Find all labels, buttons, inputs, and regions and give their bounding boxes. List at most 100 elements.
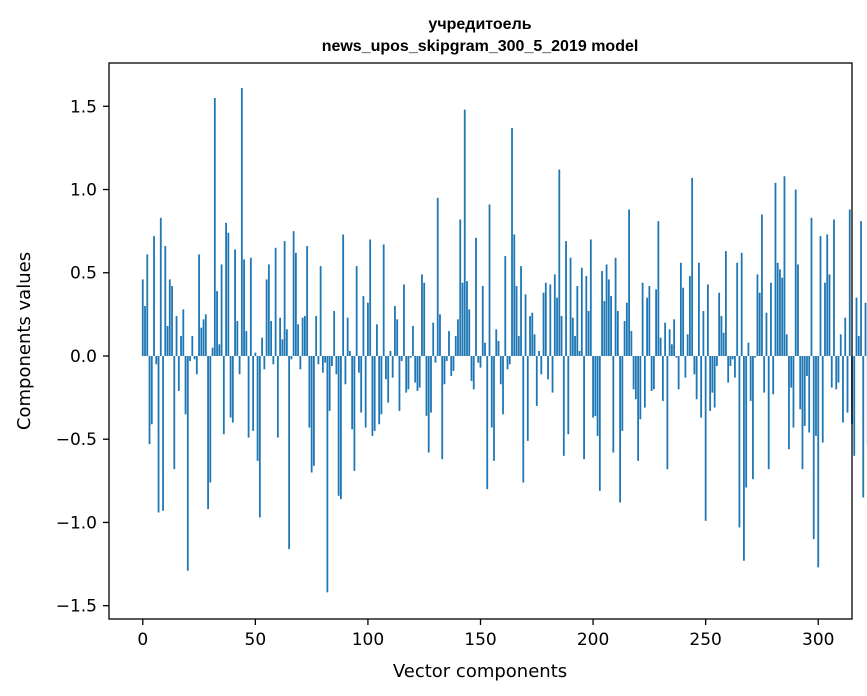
bar bbox=[583, 355, 585, 460]
bar bbox=[391, 355, 394, 378]
bar bbox=[335, 355, 338, 375]
bar bbox=[387, 355, 390, 403]
y-tick-label: 0.5 bbox=[70, 264, 97, 284]
bar bbox=[308, 355, 311, 428]
bar bbox=[450, 355, 453, 376]
bar bbox=[745, 355, 748, 488]
bar bbox=[729, 355, 732, 366]
bar bbox=[236, 321, 239, 356]
bar bbox=[198, 254, 200, 356]
bar bbox=[619, 355, 621, 503]
bar bbox=[155, 355, 158, 365]
bar bbox=[702, 311, 705, 356]
bar bbox=[743, 355, 745, 561]
bar bbox=[803, 355, 806, 426]
bar bbox=[265, 279, 268, 356]
bar bbox=[281, 339, 284, 356]
bar bbox=[403, 284, 405, 356]
bar bbox=[589, 239, 592, 356]
bar bbox=[299, 355, 302, 370]
bar bbox=[799, 355, 802, 410]
bar bbox=[436, 197, 439, 356]
bar bbox=[459, 219, 462, 356]
bar bbox=[763, 355, 766, 393]
bar bbox=[639, 355, 642, 420]
bar bbox=[738, 355, 741, 528]
bar bbox=[256, 355, 259, 461]
bar bbox=[283, 241, 286, 356]
bar bbox=[533, 334, 536, 356]
bar bbox=[310, 355, 313, 473]
x-tick-label: 100 bbox=[352, 630, 384, 650]
bar bbox=[711, 355, 714, 393]
bar bbox=[828, 274, 831, 356]
bar bbox=[452, 355, 455, 371]
bar bbox=[168, 279, 171, 356]
bar bbox=[810, 217, 813, 356]
bar bbox=[448, 331, 450, 356]
bar bbox=[297, 324, 300, 356]
bar bbox=[385, 355, 387, 380]
bar bbox=[720, 316, 723, 356]
bar bbox=[736, 262, 739, 356]
bar bbox=[493, 355, 495, 461]
bar bbox=[815, 355, 817, 436]
bar bbox=[826, 234, 829, 356]
bar bbox=[508, 355, 511, 365]
bar bbox=[650, 355, 653, 391]
bar bbox=[222, 355, 225, 435]
bar bbox=[767, 355, 770, 470]
bar bbox=[839, 334, 842, 356]
chart-title: учредитоель bbox=[428, 16, 531, 33]
bar bbox=[461, 282, 464, 356]
bar bbox=[367, 302, 369, 356]
bar bbox=[416, 355, 419, 391]
bar bbox=[227, 232, 230, 356]
bar bbox=[524, 294, 527, 356]
bar bbox=[200, 327, 203, 356]
bar bbox=[279, 317, 282, 356]
bar bbox=[544, 282, 547, 356]
bar bbox=[326, 355, 329, 593]
bar bbox=[303, 316, 306, 356]
bar bbox=[808, 355, 811, 433]
bar bbox=[396, 319, 399, 356]
bar bbox=[700, 355, 703, 418]
bar bbox=[272, 355, 275, 365]
y-tick-label: 1.5 bbox=[70, 97, 97, 117]
bar bbox=[204, 314, 207, 356]
bar bbox=[781, 277, 784, 356]
bar bbox=[565, 241, 567, 356]
bar bbox=[463, 109, 466, 356]
bar bbox=[601, 271, 603, 356]
bar bbox=[513, 234, 516, 356]
bar bbox=[247, 355, 250, 438]
y-tick-label: −0.5 bbox=[56, 430, 97, 450]
bar bbox=[328, 355, 331, 411]
bar bbox=[315, 316, 318, 356]
bar bbox=[794, 189, 797, 356]
bar bbox=[698, 262, 700, 356]
y-tick-label: 0.0 bbox=[70, 347, 97, 367]
bar bbox=[276, 355, 279, 438]
x-tick-label: 300 bbox=[802, 630, 834, 650]
bar bbox=[466, 281, 468, 356]
bar bbox=[373, 355, 376, 431]
bar bbox=[535, 355, 538, 406]
bar bbox=[353, 355, 356, 471]
bar bbox=[693, 355, 696, 375]
bar bbox=[668, 329, 671, 356]
bar bbox=[603, 301, 606, 356]
bar bbox=[484, 342, 486, 356]
bar bbox=[171, 286, 173, 356]
bar bbox=[853, 355, 856, 456]
plot-frame bbox=[108, 62, 853, 620]
bar bbox=[398, 355, 401, 411]
bar bbox=[657, 221, 660, 356]
bar bbox=[761, 214, 763, 356]
bar bbox=[686, 334, 689, 356]
bar bbox=[238, 355, 241, 375]
bar bbox=[159, 217, 162, 356]
bar bbox=[835, 355, 838, 390]
bar bbox=[652, 355, 655, 390]
